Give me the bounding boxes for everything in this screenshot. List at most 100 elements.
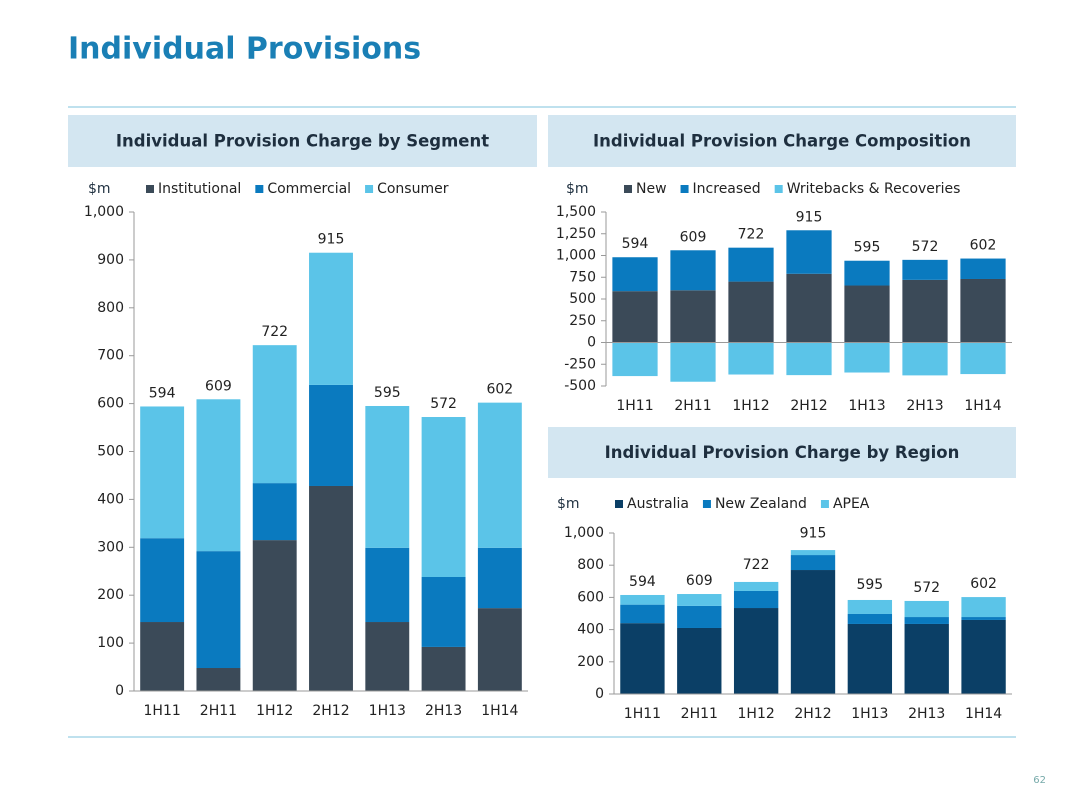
x-tick-label: 2H11 [674, 398, 711, 414]
x-tick-label: 2H13 [906, 398, 943, 414]
x-tick-label: 2H13 [908, 706, 945, 722]
x-tick-label: 2H12 [790, 398, 827, 414]
legend-label: Australia [627, 496, 689, 512]
bar-segment [421, 646, 466, 691]
bar-segment [961, 597, 1006, 618]
x-tick-label: 1H12 [732, 398, 769, 414]
x-tick-label: 2H12 [794, 706, 831, 722]
bar-segment [844, 342, 890, 373]
bar-segment [140, 538, 185, 623]
bar-segment [612, 342, 658, 377]
x-tick-label: 1H13 [369, 703, 406, 719]
bar-segment [961, 619, 1006, 694]
y-tick-label: 100 [97, 635, 124, 651]
bar-segment [620, 594, 665, 605]
y-tick-label: 500 [97, 444, 124, 460]
bar-segment [904, 600, 949, 618]
y-tick-label: 800 [577, 557, 604, 573]
y-axis-label: $m [557, 496, 580, 512]
total-label: 609 [680, 229, 707, 245]
total-label: 595 [854, 240, 881, 256]
bar-segment [252, 540, 297, 691]
bar-segment [786, 342, 832, 376]
bar-segment [847, 599, 893, 614]
panel-header [548, 427, 1016, 478]
y-tick-label: 250 [569, 313, 596, 329]
legend-label: New Zealand [715, 496, 807, 512]
legend-label: New [636, 181, 667, 197]
total-label: 594 [622, 236, 649, 252]
total-label: 915 [800, 526, 827, 542]
bar-segment [790, 570, 836, 694]
y-axis-label: $m [566, 181, 589, 197]
legend-label: Consumer [377, 181, 449, 197]
total-label: 602 [486, 382, 513, 398]
y-axis-label: $m [88, 181, 111, 197]
bar-segment [140, 406, 185, 539]
bar-segment [196, 551, 241, 669]
y-tick-label: 400 [97, 491, 124, 507]
bar-segment [728, 281, 774, 343]
bar-segment [196, 399, 241, 552]
bar-segment [904, 623, 949, 694]
bar-segment [365, 622, 410, 691]
y-tick-label: 0 [595, 686, 604, 702]
bar-segment [728, 247, 774, 282]
y-tick-label: 600 [97, 396, 124, 412]
bar-segment [902, 259, 948, 280]
total-label: 572 [912, 239, 939, 255]
bar-segment [252, 483, 297, 541]
bar-segment [961, 617, 1006, 620]
bar-segment [477, 608, 522, 691]
legend-swatch [146, 185, 154, 193]
legend-label: Writebacks & Recoveries [787, 181, 961, 197]
bar-segment [847, 623, 893, 694]
x-tick-label: 2H12 [312, 703, 349, 719]
bar-segment [140, 622, 185, 691]
x-tick-label: 2H11 [681, 706, 718, 722]
bar-segment [844, 285, 890, 343]
legend-label: APEA [833, 496, 870, 512]
bar-segment [786, 230, 832, 274]
chart-title: Individual Provision Charge Composition [593, 132, 971, 151]
total-label: 722 [743, 557, 770, 573]
legend-swatch [820, 500, 829, 508]
slide-title: Individual Provisions [68, 32, 421, 67]
legend-swatch [774, 185, 783, 193]
bar-segment [196, 668, 241, 691]
bar-segment [252, 345, 297, 484]
chart-title: Individual Provision Charge by Region [605, 443, 960, 462]
bar-segment [677, 605, 722, 628]
y-tick-label: 400 [577, 622, 604, 638]
y-tick-label: 600 [577, 589, 604, 605]
total-label: 595 [374, 385, 401, 401]
bar-segment [733, 608, 779, 694]
x-tick-label: 1H13 [848, 398, 885, 414]
y-tick-label: 0 [115, 683, 124, 699]
x-tick-label: 1H14 [481, 703, 518, 719]
legend-swatch [624, 185, 632, 193]
bar-segment [421, 417, 466, 577]
x-tick-label: 1H11 [144, 703, 181, 719]
bar-segment [844, 260, 890, 286]
x-tick-label: 1H14 [964, 398, 1001, 414]
bar-segment [477, 402, 522, 548]
bar-segment [677, 627, 722, 694]
total-label: 915 [318, 232, 345, 248]
bar-segment [902, 279, 948, 343]
y-tick-label: 1,250 [556, 226, 596, 242]
bar-segment [670, 250, 716, 291]
bar-segment [620, 604, 665, 624]
total-label: 602 [970, 238, 997, 254]
bar-segment [728, 342, 774, 375]
x-tick-label: 1H11 [624, 706, 661, 722]
x-tick-label: 2H13 [425, 703, 462, 719]
y-tick-label: 750 [569, 269, 596, 285]
bar-segment [960, 278, 1006, 343]
bar-segment [902, 342, 948, 376]
y-tick-label: 300 [97, 539, 124, 555]
bar-segment [733, 590, 779, 609]
y-tick-label: 700 [97, 348, 124, 364]
bar-segment [790, 550, 836, 556]
